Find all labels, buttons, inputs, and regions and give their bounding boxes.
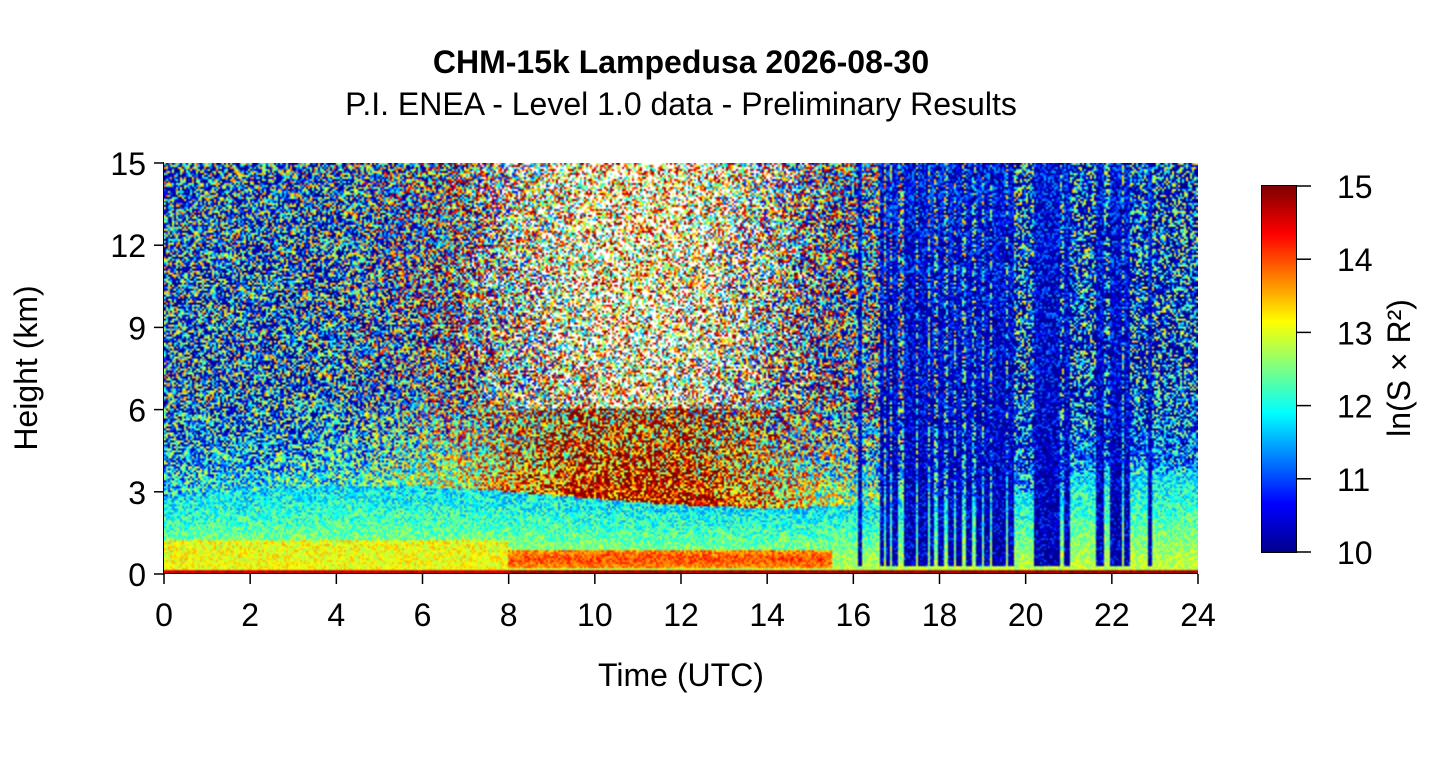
y-axis-label: Height (km) [8,285,44,450]
x-tick-label: 20 [1008,597,1044,633]
x-tick-label: 10 [577,597,613,633]
backscatter-heatmap [164,163,1198,574]
y-tick-label: 3 [128,475,146,511]
x-axis-label: Time (UTC) [598,657,764,693]
y-axis: 0 3 6 9 12 15 [110,146,164,593]
x-tick-label: 16 [836,597,872,633]
y-tick-label: 12 [110,228,146,264]
chart-title: CHM-15k Lampedusa 2026-08-30 [432,44,930,80]
colorbar-tick-label: 14 [1337,242,1373,278]
x-axis: 0 2 4 6 8 10 12 14 16 18 20 22 24 [155,574,1216,633]
x-tick-label: 12 [663,597,699,633]
y-tick-label: 0 [128,557,146,593]
colorbar-axis: 10 11 12 13 14 15 [1297,169,1373,571]
colorbar-tick-label: 11 [1337,462,1370,498]
y-tick-label: 15 [110,146,146,182]
colorbar-tick-label: 12 [1337,389,1373,425]
y-tick-label: 9 [128,310,146,346]
x-tick-label: 24 [1180,597,1216,633]
chart-subtitle: P.I. ENEA - Level 1.0 data - Preliminary… [345,86,1017,122]
colorbar-label: ln(S × R²) [1381,299,1417,437]
x-tick-label: 8 [500,597,518,633]
colorbar [1262,186,1296,552]
x-tick-label: 0 [155,597,173,633]
x-tick-label: 6 [414,597,432,633]
colorbar-tick-label: 15 [1337,169,1373,205]
y-tick-label: 6 [128,393,146,429]
x-tick-label: 2 [241,597,259,633]
x-tick-label: 18 [922,597,958,633]
x-tick-label: 22 [1094,597,1130,633]
x-tick-label: 14 [749,597,785,633]
colorbar-tick-label: 10 [1337,535,1373,571]
colorbar-tick-label: 13 [1337,315,1373,351]
x-tick-label: 4 [327,597,345,633]
